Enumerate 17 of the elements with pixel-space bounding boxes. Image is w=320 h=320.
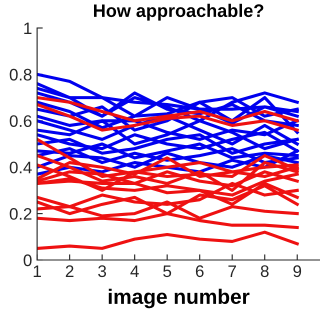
y-tick-label: 0.4 (10, 162, 32, 174)
x-tick-label: 3 (98, 265, 106, 278)
y-tick-label: 0.2 (10, 208, 32, 220)
chart-title: How approachable? (94, 4, 264, 21)
y-tick-label: 0.8 (10, 68, 32, 81)
x-tick-label: 7 (228, 265, 236, 277)
x-tick-label: 4 (130, 265, 139, 277)
x-axis-title: image number (108, 288, 250, 308)
y-tick-label: 0 (24, 254, 32, 266)
x-tick-label: 9 (293, 265, 302, 278)
y-tick-label: 1 (24, 22, 32, 34)
x-tick-label: 8 (260, 265, 269, 278)
x-tick-label: 2 (66, 265, 74, 277)
y-tick-label: 0.6 (10, 115, 32, 128)
x-tick-label: 5 (163, 265, 172, 278)
x-tick-label: 6 (196, 265, 204, 278)
x-tick-label: 1 (34, 265, 41, 277)
